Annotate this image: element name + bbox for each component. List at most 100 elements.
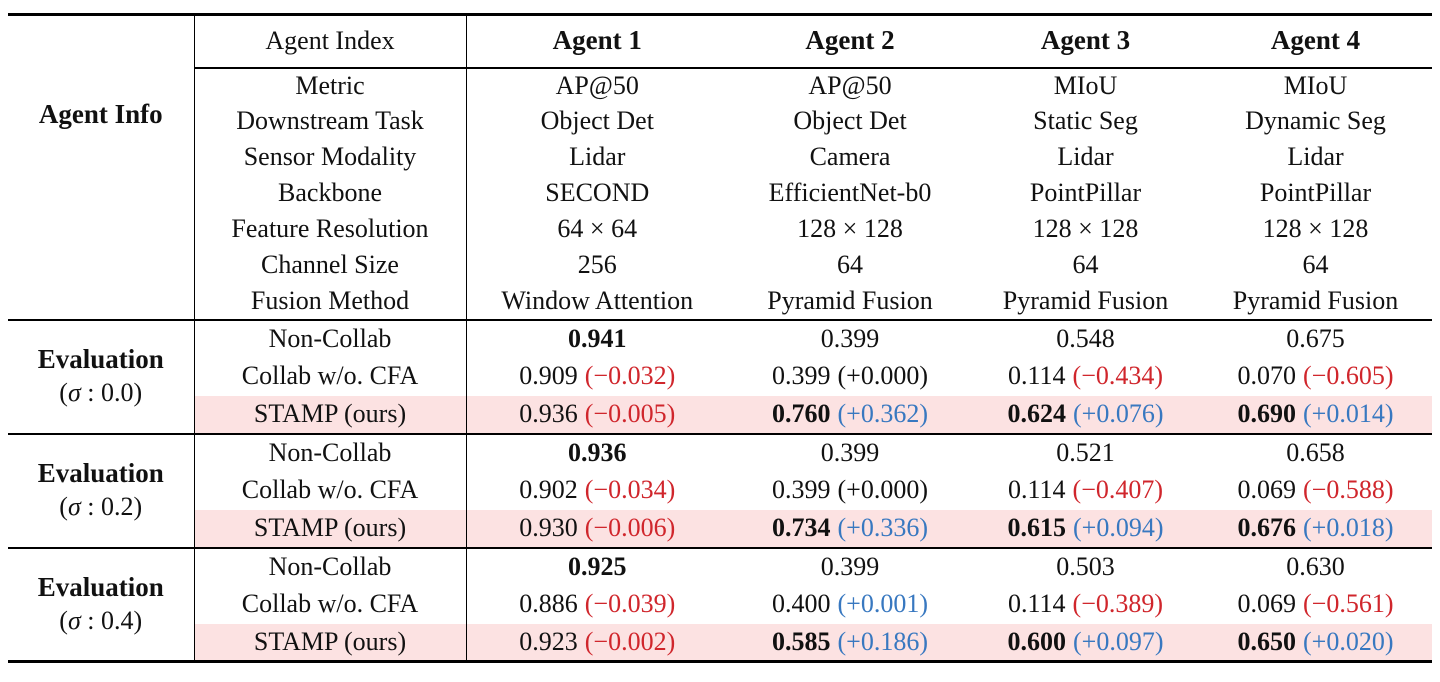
method-label: Collab w/o. CFA <box>194 471 467 510</box>
header-agent-3: Agent 3 <box>972 14 1199 69</box>
metric-cell: 0.936 <box>466 432 728 472</box>
metric-cell: 0.734 (+0.336) <box>728 509 972 548</box>
info-row-backbone: Backbone SECOND EfficientNet-b0 PointPil… <box>8 175 1432 212</box>
info-value: 128 × 128 <box>1032 214 1139 244</box>
info-row-metric: Agent Info Metric AP@50 AP@50 MIoU MIoU <box>8 67 1432 320</box>
metric-cell: 0.624 (+0.076) <box>972 395 1199 434</box>
metric-cell: 0.503 <box>972 546 1199 586</box>
metric-cell: 0.069 (−0.561) <box>1237 589 1394 619</box>
info-value: Dynamic Seg <box>1245 106 1386 136</box>
metric-cell: 0.909 (−0.032) <box>519 361 676 391</box>
info-row-downstream-task: Downstream Task Object Det Object Det St… <box>8 103 1432 140</box>
eval-row-non-collab: Evaluation (σ : 0.4) Non-Collab 0.925 0.… <box>8 546 1432 662</box>
info-value: Pyramid Fusion <box>1002 285 1169 315</box>
info-label: Channel Size <box>194 247 467 284</box>
metric-cell: 0.399 <box>728 432 972 472</box>
info-label: Sensor Modality <box>194 139 467 176</box>
info-value: 256 <box>577 250 617 280</box>
metric-cell: 0.902 (−0.034) <box>519 475 676 505</box>
metric-cell: 0.069 (−0.588) <box>1237 475 1394 505</box>
info-value: MIoU <box>1053 70 1118 100</box>
info-value: AP@50 <box>808 70 892 100</box>
metric-cell: 0.650 (+0.020) <box>1199 623 1432 662</box>
group-label-agent-info: Agent Info <box>8 67 195 320</box>
metric-cell: 0.930 (−0.006) <box>466 509 728 548</box>
info-value: 64 <box>1072 250 1099 280</box>
metric-cell: 0.399 (+0.000) <box>772 475 928 505</box>
results-table-wrapper: Agent Index Agent 1 Agent 2 Agent 3 Agen… <box>8 13 1432 663</box>
metric-cell: 0.070 (−0.605) <box>1237 361 1394 391</box>
method-label: Non-Collab <box>194 432 467 472</box>
metric-cell: 0.585 (+0.186) <box>728 623 972 662</box>
info-value: 64 × 64 <box>557 214 638 244</box>
method-label: Non-Collab <box>194 546 467 586</box>
info-value: AP@50 <box>555 70 639 100</box>
info-label: Backbone <box>194 175 467 212</box>
info-row-channel-size: Channel Size 256 64 64 64 <box>8 247 1432 284</box>
info-value: Lidar <box>1287 142 1344 172</box>
info-label: Metric <box>194 67 467 104</box>
corner-cell <box>8 14 195 68</box>
evaluation-label: Evaluation <box>37 458 164 489</box>
group-label-evaluation-2: Evaluation (σ : 0.4) <box>8 546 195 662</box>
eval-row-collab-wo-cfa: Collab w/o. CFA 0.886 (−0.039) 0.400 (+0.0… <box>8 585 1432 624</box>
info-value: SECOND <box>545 178 650 208</box>
info-value: EfficientNet-b0 <box>768 178 932 208</box>
metric-cell: 0.658 <box>1199 432 1432 472</box>
metric-cell: 0.886 (−0.039) <box>519 589 676 619</box>
metric-cell: 0.399 (+0.000) <box>772 361 928 391</box>
header-agent-1: Agent 1 <box>466 14 728 69</box>
table-header-row: Agent Index Agent 1 Agent 2 Agent 3 Agen… <box>8 14 1432 69</box>
info-value: Object Det <box>540 106 654 136</box>
metric-cell: 0.923 (−0.002) <box>466 623 728 662</box>
info-value: 128 × 128 <box>1262 214 1369 244</box>
metric-cell: 0.690 (+0.014) <box>1199 395 1432 434</box>
metric-cell: 0.399 <box>728 546 972 586</box>
header-agent-4: Agent 4 <box>1199 14 1432 69</box>
info-value: Static Seg <box>1033 106 1138 136</box>
eval-row-stamp-ours: STAMP (ours) 0.936 (−0.005) 0.760 (+0.362)… <box>8 395 1432 434</box>
metric-cell: 0.114 (−0.434) <box>1007 361 1164 391</box>
eval-row-collab-wo-cfa: Collab w/o. CFA 0.909 (−0.032) 0.399 (+0.0… <box>8 357 1432 396</box>
metric-cell: 0.399 <box>728 318 972 358</box>
metric-cell: 0.675 <box>1199 318 1432 358</box>
info-value: PointPillar <box>1029 178 1142 208</box>
eval-row-stamp-ours: STAMP (ours) 0.930 (−0.006) 0.734 (+0.336)… <box>8 509 1432 548</box>
info-value: MIoU <box>1283 70 1348 100</box>
method-label: Collab w/o. CFA <box>194 585 467 624</box>
evaluation-label: Evaluation <box>37 344 164 375</box>
eval-row-non-collab: Evaluation (σ : 0.2) Non-Collab 0.936 0.… <box>8 432 1432 548</box>
agent-evaluation-table: Agent Index Agent 1 Agent 2 Agent 3 Agen… <box>8 13 1432 663</box>
metric-cell: 0.600 (+0.097) <box>972 623 1199 662</box>
info-row-fusion-method: Fusion Method Window Attention Pyramid F… <box>8 283 1432 320</box>
info-label: Downstream Task <box>194 103 467 140</box>
metric-cell: 0.521 <box>972 432 1199 472</box>
info-value: Object Det <box>793 106 907 136</box>
sigma-label: (σ : 0.0) <box>59 378 143 408</box>
metric-cell: 0.114 (−0.389) <box>1007 589 1164 619</box>
method-label: Non-Collab <box>194 318 467 358</box>
metric-cell: 0.936 (−0.005) <box>466 395 728 434</box>
metric-cell: 0.615 (+0.094) <box>972 509 1199 548</box>
metric-cell: 0.941 <box>466 318 728 358</box>
sigma-label: (σ : 0.4) <box>59 605 143 635</box>
info-value: Pyramid Fusion <box>767 285 933 315</box>
method-label: STAMP (ours) <box>194 623 467 662</box>
info-label: Feature Resolution <box>194 211 467 248</box>
method-label: STAMP (ours) <box>194 395 467 434</box>
info-value: Camera <box>809 142 891 172</box>
metric-cell: 0.676 (+0.018) <box>1199 509 1432 548</box>
metric-cell: 0.630 <box>1199 546 1432 586</box>
method-label: Collab w/o. CFA <box>194 357 467 396</box>
evaluation-label: Evaluation <box>37 572 164 603</box>
eval-row-stamp-ours: STAMP (ours) 0.923 (−0.002) 0.585 (+0.186)… <box>8 623 1432 662</box>
info-value: Lidar <box>569 142 626 172</box>
metric-cell: 0.925 <box>466 546 728 586</box>
header-agent-2: Agent 2 <box>728 14 972 69</box>
eval-row-non-collab: Evaluation (σ : 0.0) Non-Collab 0.941 0.… <box>8 318 1432 434</box>
metric-cell: 0.400 (+0.001) <box>772 589 928 619</box>
group-label-evaluation-0: Evaluation (σ : 0.0) <box>8 318 195 434</box>
info-value: 64 <box>1302 250 1329 280</box>
info-value: Pyramid Fusion <box>1232 285 1399 315</box>
metric-cell: 0.760 (+0.362) <box>728 395 972 434</box>
